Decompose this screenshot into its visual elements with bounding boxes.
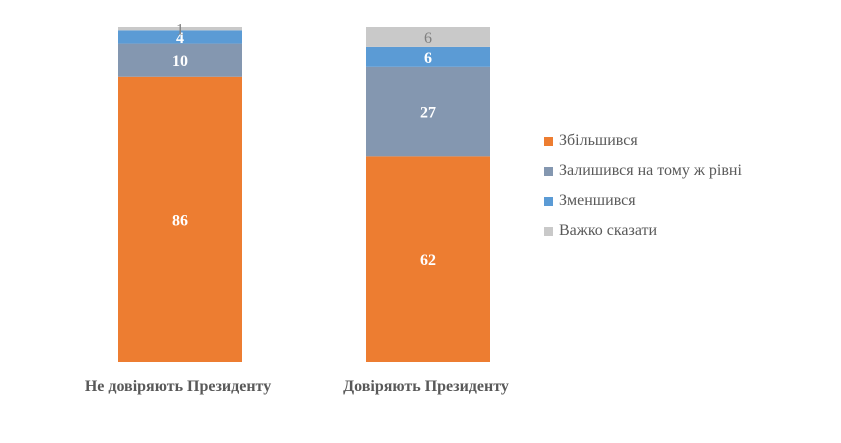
legend-swatch xyxy=(544,136,553,146)
legend: Збільшився Залишився на тому ж рівні Зме… xyxy=(544,126,742,246)
legend-item-hard-to-say: Важко сказати xyxy=(544,216,742,246)
bar-segment-decreased xyxy=(118,30,242,44)
data-label-same-level: 27 xyxy=(420,105,436,122)
legend-swatch xyxy=(544,166,553,176)
data-label-same-level: 10 xyxy=(172,53,188,70)
bar-segment-decreased xyxy=(366,46,490,67)
legend-swatch xyxy=(544,226,553,236)
data-label-increased: 86 xyxy=(172,212,188,229)
legend-label: Залишився на тому ж рівні xyxy=(559,162,742,179)
category-label: Довіряють Президенту xyxy=(343,378,509,395)
data-label-decreased: 6 xyxy=(424,50,432,67)
category-label: Не довіряють Президенту xyxy=(85,378,271,395)
legend-item-decreased: Зменшився xyxy=(544,186,742,216)
bar-segment-hard-to-say xyxy=(366,27,490,47)
data-label-increased: 62 xyxy=(420,252,436,269)
bar-segment-same-level xyxy=(366,66,490,157)
bar-segment-increased xyxy=(366,156,490,362)
legend-item-increased: Збільшився xyxy=(544,126,742,156)
bar-segment-same-level xyxy=(118,43,242,77)
data-label-hard-to-say: 1 xyxy=(176,22,184,39)
legend-swatch xyxy=(544,196,553,206)
legend-label: Важко сказати xyxy=(559,222,658,239)
legend-label: Зменшився xyxy=(559,192,636,209)
data-label-decreased: 4 xyxy=(176,30,184,47)
data-label-hard-to-say: 6 xyxy=(424,30,432,47)
legend-label: Збільшився xyxy=(559,132,638,149)
legend-item-same-level: Залишився на тому ж рівні xyxy=(544,156,742,186)
bar-segment-increased xyxy=(118,76,242,362)
bar-segment-hard-to-say xyxy=(118,27,242,31)
